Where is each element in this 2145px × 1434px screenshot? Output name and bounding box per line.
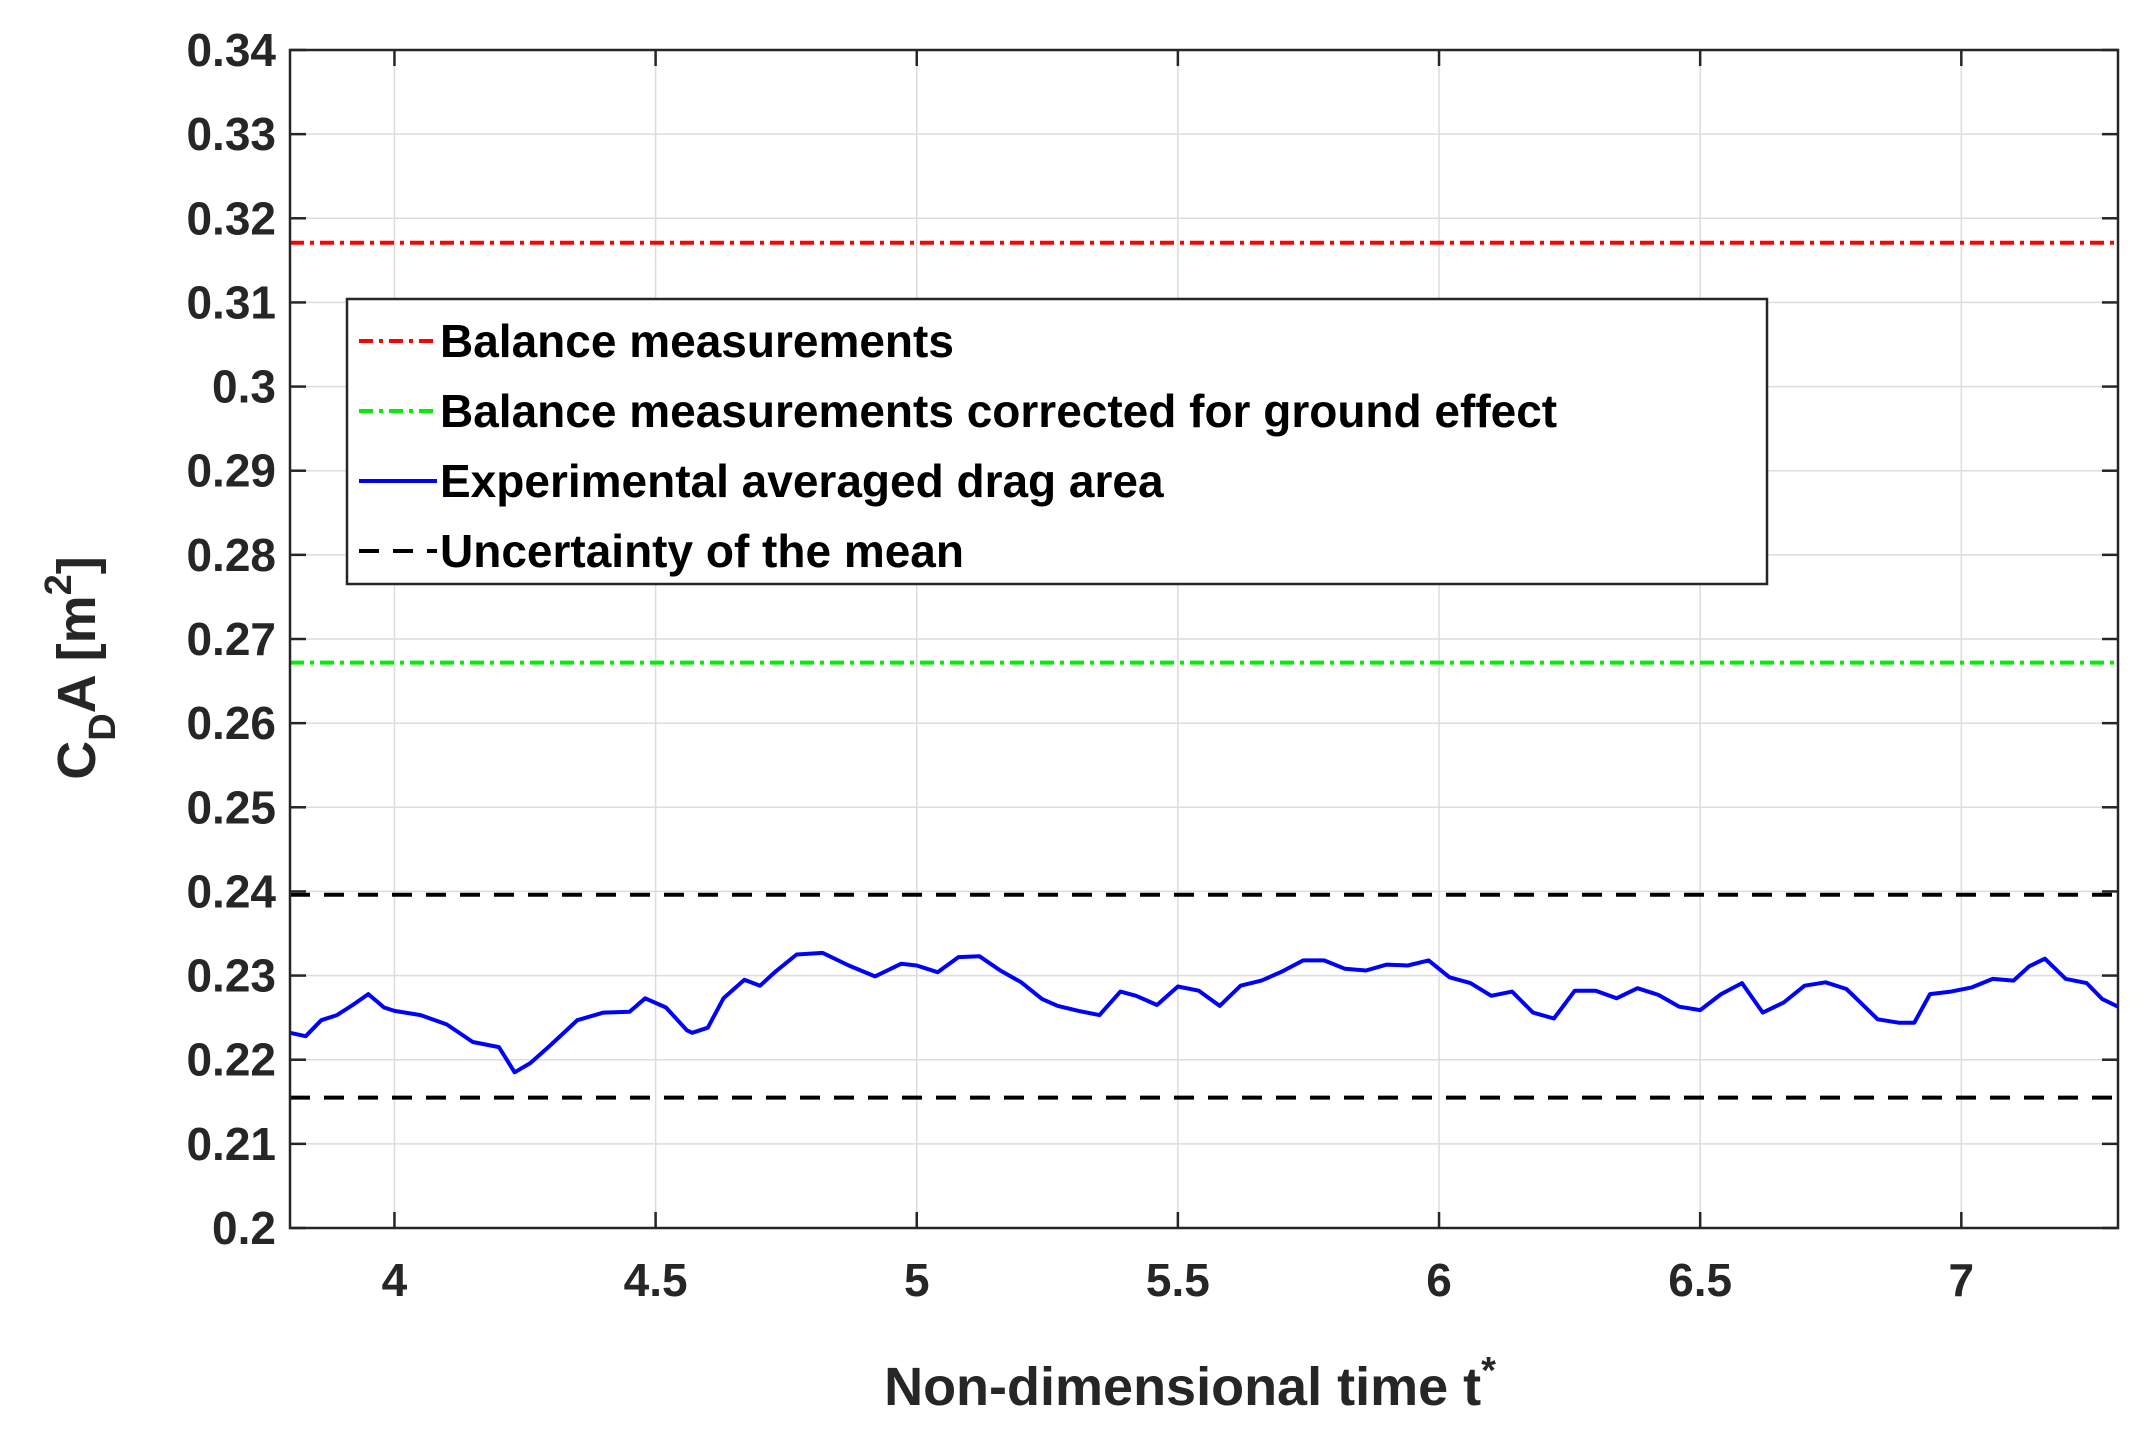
x-tick-label: 5.5 bbox=[1146, 1254, 1210, 1306]
y-tick-label: 0.21 bbox=[186, 1118, 276, 1170]
y-axis-title: CDA [m2] bbox=[38, 556, 124, 780]
y-tick-label: 0.22 bbox=[186, 1034, 276, 1086]
y-tick-label: 0.33 bbox=[186, 108, 276, 160]
y-tick-label: 0.2 bbox=[212, 1202, 276, 1254]
y-tick-label: 0.31 bbox=[186, 276, 276, 328]
x-tick-label: 4 bbox=[382, 1254, 408, 1306]
y-tick-label: 0.34 bbox=[186, 24, 276, 76]
y-tick-label: 0.28 bbox=[186, 529, 276, 581]
legend-box bbox=[345, 297, 1769, 586]
x-tick-label: 6.5 bbox=[1668, 1254, 1732, 1306]
y-tick-label: 0.29 bbox=[186, 445, 276, 497]
legend-label: Experimental averaged drag area bbox=[440, 455, 1164, 507]
axes bbox=[288, 48, 2120, 1230]
series-line-2 bbox=[289, 950, 2119, 1075]
legend: Balance measurements Balance measurements… bbox=[345, 297, 1769, 586]
series-layer bbox=[289, 240, 2119, 1100]
legend-label: Uncertainty of the mean bbox=[440, 525, 964, 577]
legend-label: Balance measurements bbox=[440, 315, 954, 367]
y-tick-label: 0.3 bbox=[212, 361, 276, 413]
x-tick-label: 5 bbox=[904, 1254, 930, 1306]
y-tick-label: 0.25 bbox=[186, 781, 276, 833]
x-axis-title: Non-dimensional time t* bbox=[884, 1350, 1496, 1417]
legend-label: Balance measurements corrected for groun… bbox=[440, 385, 1557, 437]
tick-labels: 4 4.5 5 5.5 6 6.5 7 0.2 0.21 0.22 0.23 0.24 0.25 0.26… bbox=[186, 24, 1974, 1306]
y-tick-label: 0.26 bbox=[186, 697, 276, 749]
x-tick-label: 7 bbox=[1949, 1254, 1975, 1306]
x-tick-label: 6 bbox=[1426, 1254, 1452, 1306]
y-tick-label: 0.24 bbox=[186, 865, 276, 917]
y-tick-label: 0.23 bbox=[186, 950, 276, 1002]
y-tick-label: 0.27 bbox=[186, 613, 276, 665]
x-tick-label: 4.5 bbox=[624, 1254, 688, 1306]
y-tick-label: 0.32 bbox=[186, 192, 276, 244]
